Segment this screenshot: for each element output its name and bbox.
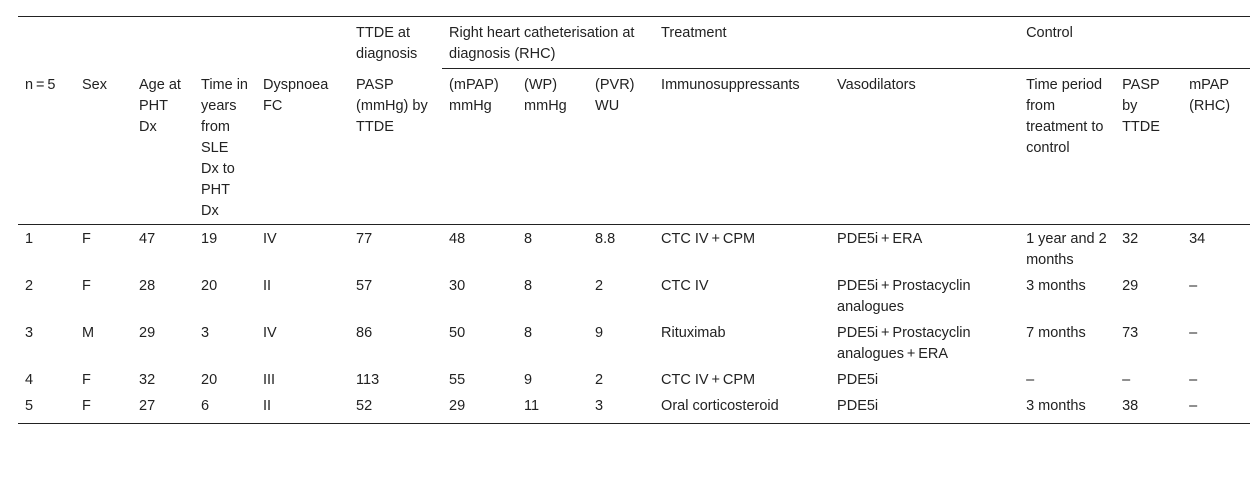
table-cell: 19 xyxy=(201,230,218,247)
table-cell: F xyxy=(82,277,91,294)
column-header-wp: (WP) mmHg xyxy=(517,68,589,225)
table-cell: 3 xyxy=(25,324,34,341)
column-header-time-years: Time in years from SLE Dx to PHT Dx xyxy=(194,68,256,225)
table-cell: 20 xyxy=(201,371,218,388)
table-cell: 9 xyxy=(595,324,604,341)
column-header-n: n = 5 xyxy=(18,68,75,225)
table-cell: II xyxy=(256,391,350,424)
table-cell: 11 xyxy=(517,391,589,424)
table-cell: 55 xyxy=(449,371,466,388)
table-cell: 32 xyxy=(1122,230,1139,247)
table-cell: – xyxy=(1122,371,1131,388)
table-cell: II xyxy=(263,277,272,294)
table-cell: 48 xyxy=(449,230,466,247)
table-cell: PDE5i + Prostacyclin analogues xyxy=(837,277,971,315)
table-cell: 30 xyxy=(449,277,466,294)
table-cell: 29 xyxy=(1122,277,1139,294)
table-cell: 3 months xyxy=(1026,277,1086,294)
table-cell: M xyxy=(82,324,95,341)
header-group-treatment: Treatment xyxy=(654,16,1020,69)
table-cell: CTC IV + CPM xyxy=(661,371,756,388)
header-column-row: n = 5 Sex Age at PHT Dx Time in years fr… xyxy=(18,68,1250,225)
table-cell: 27 xyxy=(132,391,194,424)
table-cell: 34 xyxy=(1189,230,1206,247)
header-group-ttde: TTDE at diagnosis xyxy=(349,16,443,69)
table-cell: 8 xyxy=(524,230,533,247)
table-cell: IV xyxy=(263,324,277,341)
column-header-vasodilators: Vasodilators xyxy=(830,68,1020,225)
table-cell: 3 xyxy=(201,324,210,341)
table-cell: 50 xyxy=(449,324,466,341)
patients-table: TTDE at diagnosis Right heart catheteris… xyxy=(18,16,1250,424)
table-row: 4 F 32 20 III 113 55 9 2 CTC IV + CPM PD… xyxy=(18,366,1250,392)
table-cell: F xyxy=(82,371,91,388)
table-cell: CTC IV + CPM xyxy=(661,230,756,247)
table-cell: PDE5i + Prostacyclin analogues + ERA xyxy=(837,324,971,362)
header-group-empty xyxy=(18,16,350,69)
column-header-time-period: Time period from treatment to control xyxy=(1019,68,1116,225)
table-cell: 1 xyxy=(25,230,34,247)
table-cell: PDE5i xyxy=(830,391,1020,424)
header-group-row: TTDE at diagnosis Right heart catheteris… xyxy=(18,16,1250,69)
table-cell: CTC IV xyxy=(661,277,709,294)
table-cell: Oral corticosteroid xyxy=(654,391,831,424)
column-header-pvr: (PVR) WU xyxy=(588,68,655,225)
table-cell: 8 xyxy=(524,277,533,294)
table-cell: 3 xyxy=(588,391,655,424)
column-header-immunosuppressants: Immunosuppressants xyxy=(654,68,831,225)
table-cell: F xyxy=(82,230,91,247)
table-cell: 7 months xyxy=(1026,324,1086,341)
column-header-sex: Sex xyxy=(75,68,132,225)
table-row: 3 M 29 3 IV 86 50 8 9 Rituximab PDE5i + … xyxy=(18,319,1250,366)
table-row: 2 F 28 20 II 57 30 8 2 CTC IV PDE5i + Pr… xyxy=(18,272,1250,319)
table-cell: IV xyxy=(263,230,277,247)
table-cell: 28 xyxy=(139,277,156,294)
table-cell: 5 xyxy=(18,391,75,424)
table-cell: 77 xyxy=(356,230,373,247)
table-cell: 113 xyxy=(356,371,380,388)
table-cell: 86 xyxy=(356,324,373,341)
table-cell: 6 xyxy=(194,391,256,424)
table-cell: – xyxy=(1189,324,1198,341)
table-cell: Rituximab xyxy=(661,324,726,341)
table-cell: 9 xyxy=(524,371,533,388)
table-cell: 8.8 xyxy=(595,230,616,247)
table-cell: 38 xyxy=(1115,391,1183,424)
table-cell: 2 xyxy=(25,277,34,294)
table-cell: III xyxy=(263,371,276,388)
table-cell: 4 xyxy=(25,371,34,388)
table-cell: 47 xyxy=(139,230,156,247)
header-group-rhc: Right heart catheterisation at diagnosis… xyxy=(442,16,655,69)
table-cell: – xyxy=(1026,371,1035,388)
table-cell: 2 xyxy=(595,371,604,388)
table-cell: – xyxy=(1189,371,1198,388)
table-cell: 1 year and 2 months xyxy=(1026,230,1107,268)
column-header-control-mpap: mPAP (RHC) xyxy=(1182,68,1250,225)
column-header-age: Age at PHT Dx xyxy=(132,68,194,225)
table-cell: F xyxy=(75,391,132,424)
table-cell: – xyxy=(1189,277,1198,294)
column-header-mpap: (mPAP) mmHg xyxy=(442,68,518,225)
table-cell: PDE5i xyxy=(837,371,879,388)
table-cell: 3 months xyxy=(1019,391,1116,424)
table-row: 5 F 27 6 II 52 29 11 3 Oral corticostero… xyxy=(18,391,1250,424)
table-cell: 8 xyxy=(524,324,533,341)
column-header-pasp: PASP (mmHg) by TTDE xyxy=(349,68,443,225)
table-cell: 20 xyxy=(201,277,218,294)
table-cell: 52 xyxy=(349,391,443,424)
table-cell: 73 xyxy=(1122,324,1139,341)
table-cell: – xyxy=(1182,391,1250,424)
table-cell: 2 xyxy=(595,277,604,294)
table-cell: PDE5i + ERA xyxy=(837,230,923,247)
column-header-control-pasp: PASP by TTDE xyxy=(1115,68,1183,225)
table-cell: 29 xyxy=(442,391,518,424)
table-cell: 57 xyxy=(356,277,373,294)
table-cell: 32 xyxy=(139,371,156,388)
column-header-dyspnoea: Dyspnoea FC xyxy=(256,68,350,225)
table-row: 1 F 47 19 IV 77 48 8 8.8 CTC IV + CPM PD… xyxy=(18,224,1250,272)
table-cell: 29 xyxy=(139,324,156,341)
header-group-control: Control xyxy=(1019,16,1250,69)
